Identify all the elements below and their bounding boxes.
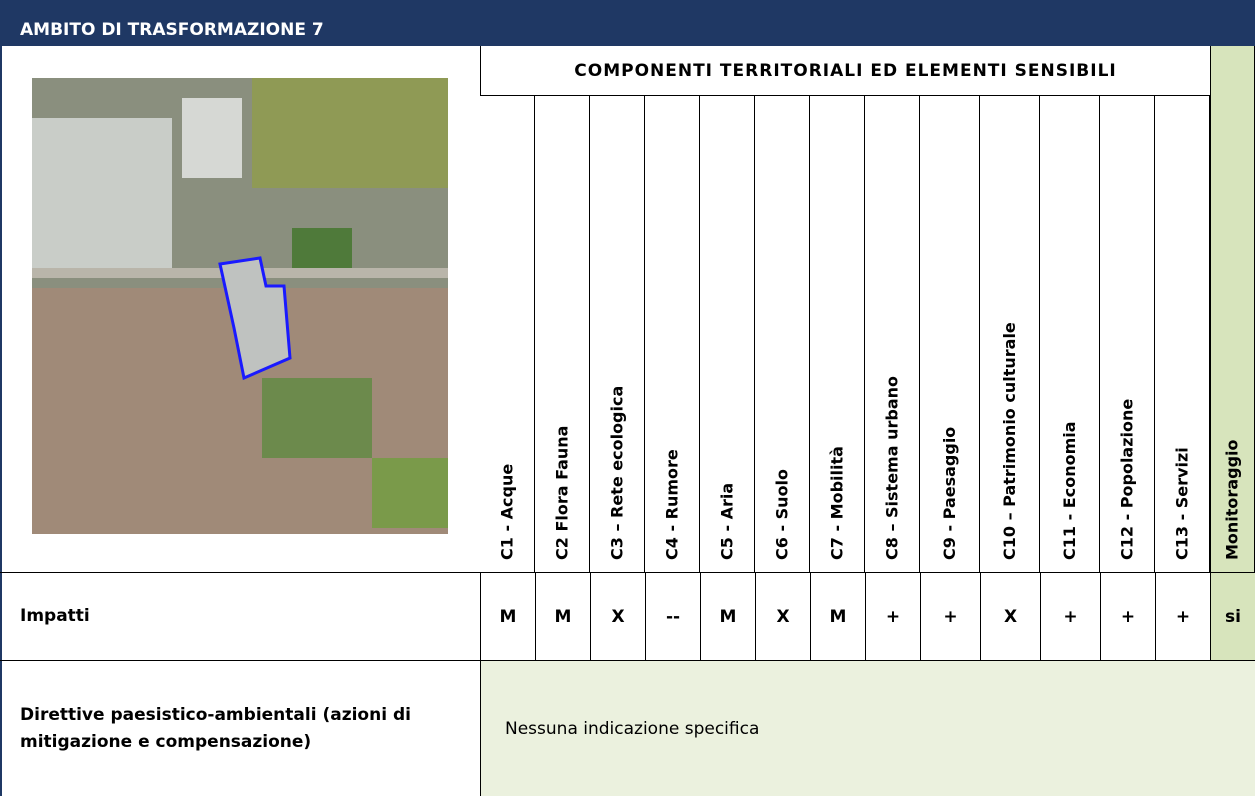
impact-value: +	[1100, 573, 1155, 660]
column-header: Monitoraggio	[1210, 46, 1255, 572]
column-header: C13 - Servizi	[1155, 96, 1210, 572]
monitor-header-bg	[1210, 46, 1255, 572]
impact-value: X	[590, 573, 645, 660]
row-line	[0, 660, 1255, 661]
impact-value: +	[1040, 573, 1100, 660]
impact-value: si	[1210, 573, 1255, 660]
column-header: C6 - Suolo	[755, 96, 810, 572]
column-header: C2 Flora Fauna	[535, 96, 590, 572]
column-header: C3 – Rete ecologica	[590, 96, 645, 572]
row-line	[0, 572, 1255, 573]
title-bar: AMBITO DI TRASFORMAZIONE 7	[0, 0, 1255, 46]
left-border	[0, 46, 2, 796]
column-header: C8 – Sistema urbano	[865, 96, 920, 572]
column-header: C4 - Rumore	[645, 96, 700, 572]
impact-value: M	[480, 573, 535, 660]
impact-value: +	[920, 573, 980, 660]
directives-text: Nessuna indicazione specifica	[480, 661, 1255, 796]
impact-value: M	[810, 573, 865, 660]
impact-value: M	[535, 573, 590, 660]
column-header: C5 - Aria	[700, 96, 755, 572]
impact-value: M	[700, 573, 755, 660]
title: AMBITO DI TRASFORMAZIONE 7	[20, 20, 324, 40]
column-header: C9 - Paesaggio	[920, 96, 980, 572]
impact-value: +	[1155, 573, 1210, 660]
column-header: C1 - Acque	[480, 96, 535, 572]
impact-value: --	[645, 573, 700, 660]
directives-label: Direttive paesistico-ambientali (azioni …	[20, 704, 411, 752]
column-header: C7 - Mobilità	[810, 96, 865, 572]
column-header: C10 – Patrimonio culturale	[980, 96, 1040, 572]
impact-value: X	[755, 573, 810, 660]
column-header: C12 - Popolazione	[1100, 96, 1155, 572]
impact-value: +	[865, 573, 920, 660]
column-header: C11 - Economia	[1040, 96, 1100, 572]
group-header: COMPONENTI TERRITORIALI ED ELEMENTI SENS…	[480, 46, 1210, 96]
impact-value: X	[980, 573, 1040, 660]
row-label: Impatti	[20, 606, 90, 626]
aerial-photo	[32, 78, 448, 534]
